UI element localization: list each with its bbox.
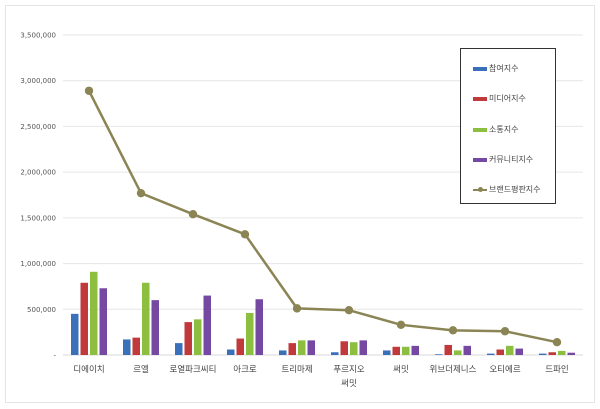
x-tick-label: 디에이치: [73, 364, 104, 375]
bar: [487, 353, 495, 355]
legend-swatch-icon: [473, 96, 487, 101]
bar: [435, 354, 443, 355]
line-series: [84, 86, 562, 347]
bar: [392, 346, 400, 355]
bar: [539, 353, 547, 355]
legend-label: 커뮤니티지수: [489, 155, 534, 164]
line-marker: [552, 338, 562, 347]
bar: [548, 352, 556, 355]
x-tick-label: 드파인: [545, 364, 568, 375]
x-tick-label: 아크로: [233, 364, 257, 375]
legend-swatch-icon: [473, 157, 487, 162]
bar: [463, 345, 471, 355]
y-axis: - 500,000 1,000,000 1,500,000 2,000,000 2,500…: [20, 32, 56, 360]
bar: [515, 348, 523, 355]
y-tick-label: 2,500,000: [20, 123, 56, 131]
line-marker: [84, 86, 94, 95]
legend-label: 소통지수: [489, 125, 519, 134]
y-tick-label: 1,000,000: [20, 260, 56, 268]
chart-legend: 참여지수 미디어지수 소통지수 커뮤니티지수 브랜드평판지수: [460, 48, 556, 204]
x-tick-label: 로열파크씨티: [170, 365, 217, 375]
y-tick-label: 3,500,000: [20, 32, 56, 40]
bar: [71, 313, 79, 355]
x-tick-label: 위브더제니스: [430, 364, 477, 375]
y-tick-label: 3,000,000: [20, 77, 56, 85]
x-tick-label: 오티에르: [489, 365, 520, 375]
legend-item-brand-reputation: 브랜드평판지수: [473, 184, 541, 195]
legend-item-communication: 소통지수: [473, 124, 518, 135]
line-marker: [500, 327, 510, 336]
legend-label: 미디어지수: [489, 94, 526, 103]
legend-swatch-icon: [473, 127, 487, 132]
bar: [184, 322, 192, 355]
line-marker: [136, 188, 146, 198]
bar: [142, 282, 150, 355]
bar: [279, 350, 287, 355]
bar: [454, 350, 462, 355]
y-tick-label: 2,000,000: [20, 169, 56, 177]
bar: [496, 349, 504, 355]
bar: [331, 352, 339, 355]
bar: [227, 349, 235, 355]
bar: [132, 337, 140, 355]
bar: [307, 340, 315, 355]
bar: [298, 340, 306, 355]
bar: [444, 344, 452, 355]
line-marker: [448, 326, 458, 335]
bar: [99, 288, 107, 355]
legend-swatch-icon: [473, 66, 487, 71]
x-tick-label: 르엘: [133, 365, 149, 375]
y-tick-label: -: [53, 352, 56, 360]
bar-series: [71, 271, 575, 355]
line-path: [87, 90, 558, 344]
legend-label: 브랜드평판지수: [489, 185, 541, 194]
legend-label: 참여지수: [489, 64, 519, 73]
legend-item-participation: 참여지수: [473, 63, 518, 74]
y-tick-label: 1,500,000: [20, 214, 56, 222]
bar: [402, 346, 410, 355]
bar: [175, 343, 183, 355]
bar: [246, 312, 254, 355]
line-marker: [188, 210, 198, 219]
bar: [80, 282, 88, 355]
bar: [90, 271, 98, 355]
bar: [558, 350, 566, 355]
bar: [236, 338, 244, 355]
bar: [567, 352, 575, 355]
bar: [340, 341, 348, 355]
bar: [350, 342, 358, 355]
bar: [383, 350, 391, 355]
legend-item-community: 커뮤니티지수: [473, 154, 533, 165]
bar: [123, 339, 131, 355]
line-marker: [292, 304, 302, 313]
line-marker: [240, 230, 250, 239]
legend-line-marker-icon: [473, 186, 487, 192]
line-marker: [396, 320, 406, 330]
bar: [359, 340, 367, 355]
bar: [255, 299, 263, 355]
bar: [288, 343, 296, 355]
y-tick-label: 500,000: [27, 306, 56, 314]
x-tick-label: 써밋: [393, 364, 409, 375]
bar: [506, 345, 514, 355]
bar: [411, 345, 419, 355]
bar: [194, 319, 202, 355]
bar: [203, 295, 211, 355]
bar: [151, 300, 159, 355]
line-marker: [344, 306, 354, 315]
x-tick-label: 푸르지오: [333, 365, 364, 375]
x-tick-label: 트리마제: [281, 365, 312, 375]
legend-item-media: 미디어지수: [473, 93, 526, 104]
x-tick-label: 써밋: [341, 378, 357, 389]
